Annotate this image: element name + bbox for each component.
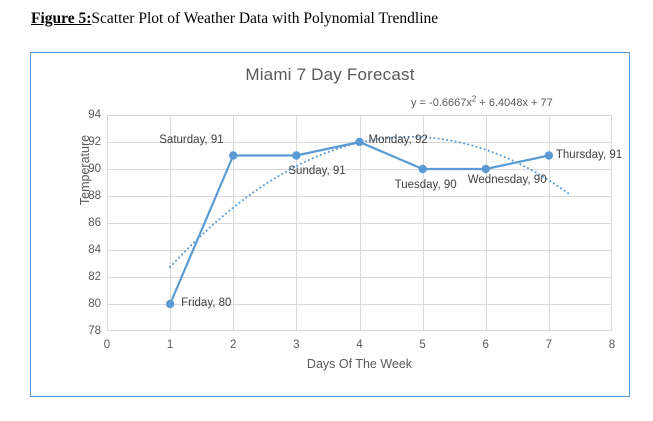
chart-container[interactable]: Miami 7 Day Forecast y = -0.6667x2 + 6.4… [30, 52, 630, 397]
x-axis-title: Days Of The Week [306, 357, 413, 371]
y-axis-tick-label: 82 [88, 271, 101, 283]
y-axis-tick-label: 78 [88, 325, 101, 337]
data-point-label: Wednesday, 90 [467, 174, 547, 186]
x-axis-tick-label: 7 [545, 339, 553, 351]
data-point-label: Friday, 80 [181, 297, 232, 309]
gridline-vertical [359, 116, 361, 330]
x-axis-tick-label: 4 [356, 339, 363, 351]
y-axis-ticks: 78 80 82 84 86 88 90 92 94 [57, 109, 101, 337]
gridline-vertical [485, 116, 487, 330]
y-axis-tick-label: 88 [88, 190, 101, 202]
figure-caption-text: Scatter Plot of Weather Data with Polyno… [91, 10, 439, 27]
data-point-label: Tuesday, 90 [394, 179, 457, 191]
y-axis-tick-label: 86 [88, 217, 101, 229]
x-axis-ticks: 0 1 2 3 4 5 6 7 8 [104, 339, 615, 355]
figure-number: Figure 5: [31, 10, 92, 27]
data-point-label: Sunday, 91 [288, 164, 346, 177]
y-axis-tick-label: 90 [88, 163, 101, 175]
x-axis-tick-label: 0 [103, 339, 111, 351]
data-point-label: Saturday, 91 [159, 133, 224, 146]
gridline-vertical [170, 116, 172, 330]
trendline-equation-prefix: y = -0.6667x [411, 97, 472, 109]
x-axis-tick-label: 6 [482, 339, 489, 351]
trendline-equation-label: y = -0.6667x2 + 6.4048x + 77 [411, 94, 553, 109]
trendline-equation-suffix: + 6.4048x + 77 [476, 97, 553, 109]
x-axis-tick-label: 1 [166, 339, 174, 351]
gridline-vertical [233, 116, 235, 330]
x-axis-tick-label: 3 [293, 339, 300, 351]
chart-title: Miami 7 Day Forecast [245, 65, 415, 84]
x-axis-tick-label: 8 [608, 339, 616, 351]
gridline-vertical [422, 116, 424, 330]
y-axis-tick-label: 84 [88, 244, 101, 256]
gridline-vertical [296, 116, 298, 330]
data-point-label: Monday, 92 [368, 134, 428, 146]
x-axis-tick-label: 5 [419, 339, 426, 351]
y-axis-tick-label: 94 [88, 109, 101, 121]
y-axis-tick-label: 80 [88, 298, 101, 310]
gridline-vertical [548, 116, 550, 330]
figure-caption: Figure 5:Scatter Plot of Weather Data wi… [31, 10, 438, 28]
y-axis-tick-label: 92 [88, 136, 101, 148]
trendline-equation-exponent: 2 [471, 94, 477, 104]
x-axis-tick-label: 2 [230, 339, 237, 351]
data-point-label: Thursday, 91 [555, 148, 623, 161]
